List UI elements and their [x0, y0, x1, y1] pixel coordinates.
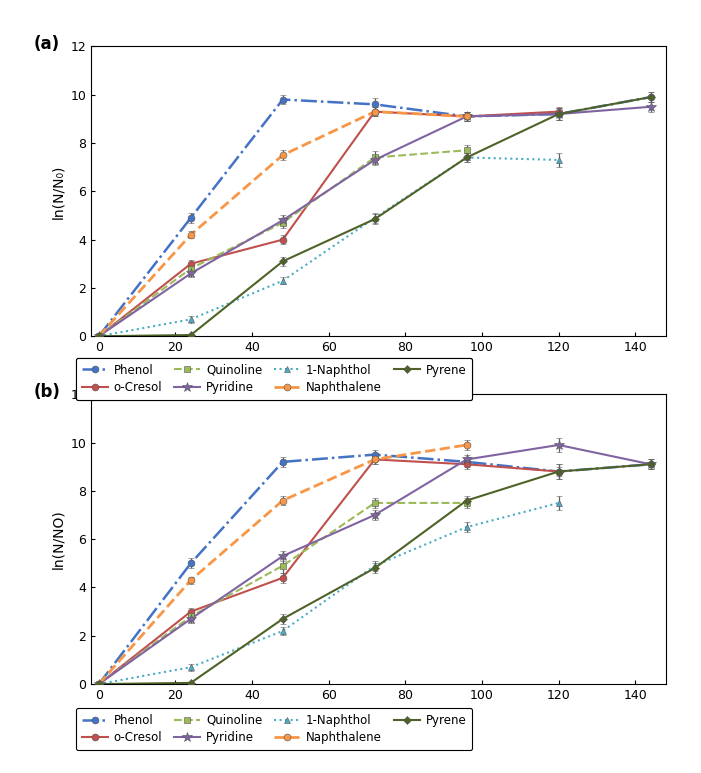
Y-axis label: ln(N/NO): ln(N/NO) — [51, 509, 64, 569]
Legend: Phenol, o-Cresol, Quinoline, Pyridine, 1-Naphthol, Naphthalene, Pyrene: Phenol, o-Cresol, Quinoline, Pyridine, 1… — [76, 708, 472, 751]
X-axis label: Time (hr): Time (hr) — [339, 359, 418, 375]
X-axis label: Time(hr): Time(hr) — [341, 707, 416, 723]
Legend: Phenol, o-Cresol, Quinoline, Pyridine, 1-Naphthol, Naphthalene, Pyrene: Phenol, o-Cresol, Quinoline, Pyridine, 1… — [76, 358, 472, 400]
Text: (b): (b) — [34, 383, 60, 400]
Text: (a): (a) — [34, 35, 60, 53]
Y-axis label: ln(N/N₀): ln(N/N₀) — [51, 164, 64, 219]
